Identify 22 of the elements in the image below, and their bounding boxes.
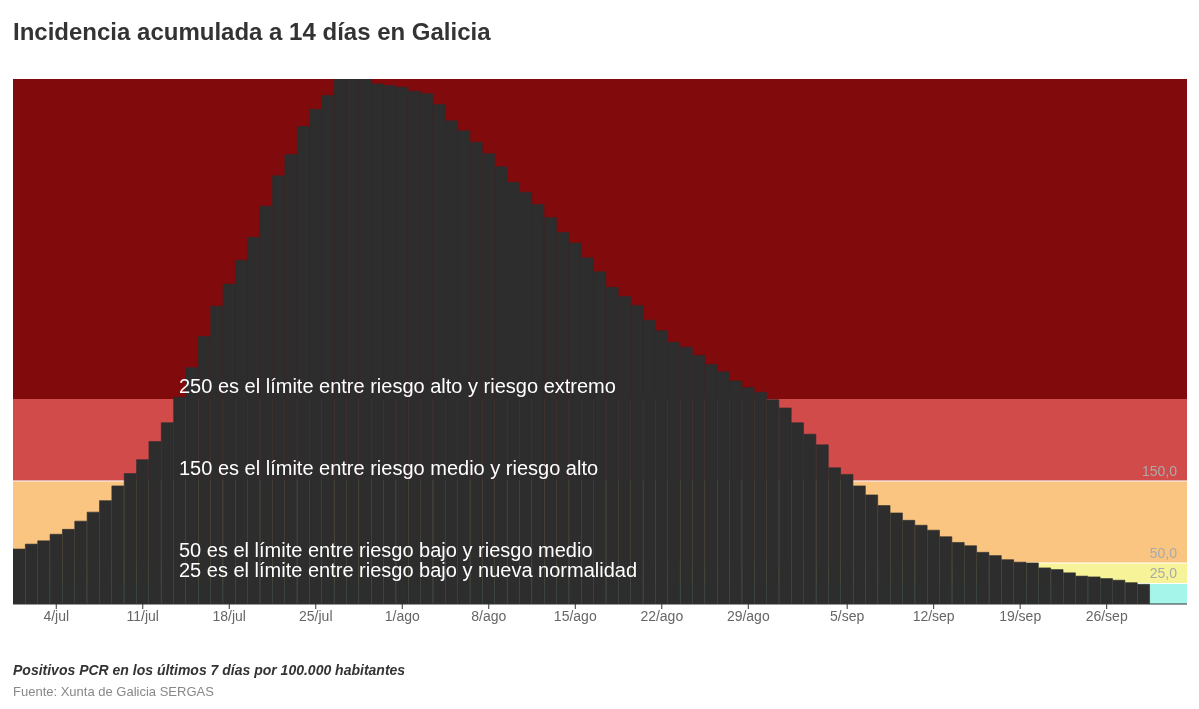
y-tick-label: 50,0 <box>1149 544 1178 561</box>
x-tick-label: 5/sep <box>830 607 865 624</box>
x-tick-label: 25/jul <box>299 607 333 624</box>
x-tick-label: 15/ago <box>553 607 597 624</box>
x-tick-label: 11/jul <box>126 607 159 624</box>
band-label: 50 es el límite entre riesgo bajo y riesgo medio <box>179 538 593 561</box>
band-label: 250 es el límite entre riesgo alto y riesgo extremo <box>179 374 616 397</box>
x-tick-label: 19/sep <box>999 607 1042 624</box>
x-tick-label: 4/jul <box>43 607 70 624</box>
source-note: Fuente: Xunta de Galicia SERGAS <box>13 684 215 699</box>
band-label: 150 es el límite entre riesgo medio y riesgo alto <box>179 456 599 479</box>
y-tick-label: 25,0 <box>1149 565 1178 582</box>
text: Positivos PCR en los últimos 7 días por 100.000 habitantes <box>13 662 407 678</box>
chart-title: Incidencia acumulada a 14 días en Galicia <box>13 17 492 47</box>
x-tick-label: 8/ago <box>471 607 507 624</box>
x-tick-label: 1/ago <box>384 607 420 624</box>
x-tick-label: 22/ago <box>640 607 684 624</box>
y-tick-label: 150,0 <box>1141 462 1178 479</box>
x-tick-label: 12/sep <box>912 607 955 624</box>
x-tick-label: 29/ago <box>726 607 770 624</box>
x-tick-label: 18/jul <box>212 607 246 624</box>
x-tick-label: 26/sep <box>1085 607 1128 624</box>
